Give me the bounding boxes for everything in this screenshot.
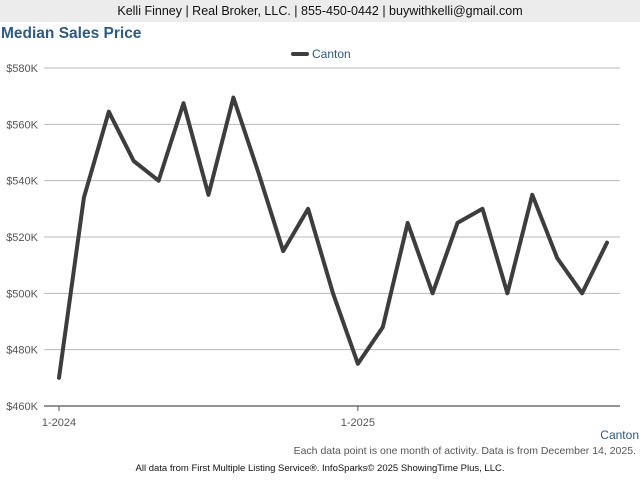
y-tick-label: $460K xyxy=(6,401,38,413)
chart-title: Median Sales Price xyxy=(1,25,142,42)
y-tick-label: $580K xyxy=(6,63,38,75)
grid-lines xyxy=(44,67,620,351)
axes xyxy=(44,405,620,411)
x-tick-labels: 1-2024 1-2025 xyxy=(42,417,375,429)
legend-label[interactable]: Canton xyxy=(312,47,351,61)
data-note: Each data point is one month of activity… xyxy=(293,445,636,457)
series-lines xyxy=(57,95,609,380)
y-tick-label: $500K xyxy=(6,288,38,300)
legend: Canton xyxy=(291,47,351,61)
data-attribution: All data from First Multiple Listing Ser… xyxy=(135,463,505,474)
corner-series-label[interactable]: Canton xyxy=(600,428,639,442)
y-tick-label: $560K xyxy=(6,119,38,131)
y-tick-labels: $460K $480K $500K $520K $540K $560K $580K xyxy=(6,63,38,413)
x-tick-label: 1-2024 xyxy=(42,417,76,429)
y-tick-label: $540K xyxy=(6,176,38,188)
y-tick-label: $480K xyxy=(6,345,38,357)
series-line-canton[interactable] xyxy=(57,95,609,380)
contact-header: Kelli Finney | Real Broker, LLC. | 855-4… xyxy=(0,0,640,22)
y-tick-label: $520K xyxy=(6,232,38,244)
x-tick-label: 1-2025 xyxy=(341,417,375,429)
